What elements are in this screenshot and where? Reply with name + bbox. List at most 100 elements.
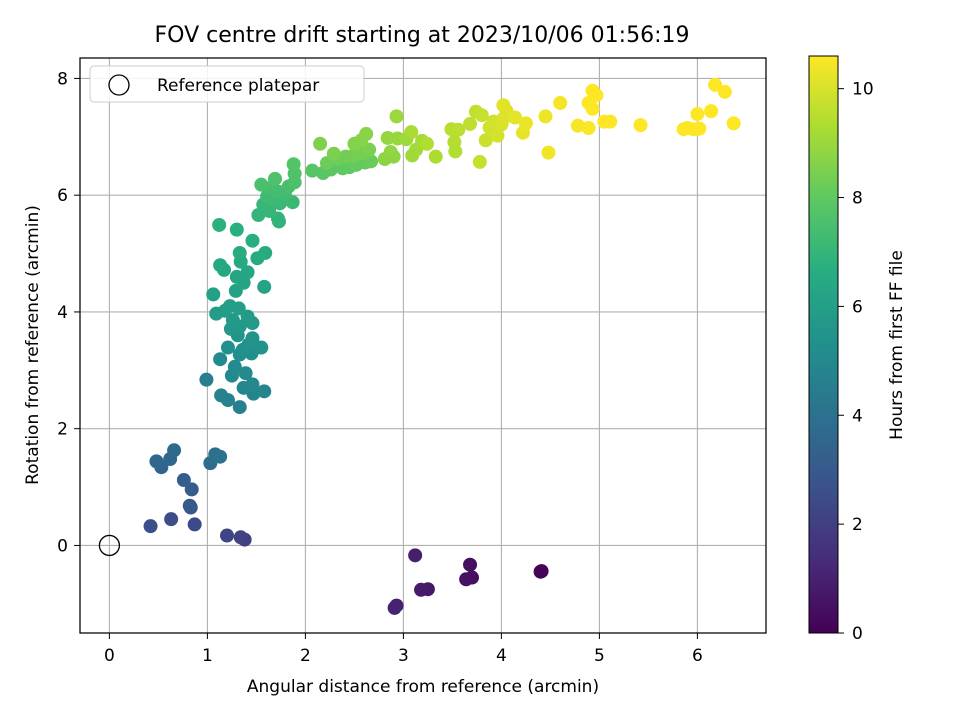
reference-point [98,534,121,557]
scatter-point [389,109,404,124]
y-axis-ticks: 0 2 4 6 8 [57,69,80,556]
scatter-point [690,107,705,122]
scatter-point [463,116,478,131]
scatter-point [213,258,228,273]
scatter-point [251,208,266,223]
scatter-point [490,128,505,143]
scatter-point [717,84,732,99]
scatter-point [220,340,235,355]
scatter-point [149,454,164,469]
scatter-point [212,217,227,232]
scatter-point [419,136,434,151]
scatter-point [362,142,377,157]
scatter-point [508,110,523,125]
scatter-point [214,388,229,403]
scatter-point [254,177,269,192]
scatter-point [222,299,237,314]
y-tick-label: 4 [57,303,68,323]
x-tick-label: 4 [496,646,507,666]
scatter-point [220,528,234,543]
y-axis-label: Rotation from reference (arcmin) [23,205,43,485]
scatter-point [213,449,228,464]
scatter-point [581,121,596,136]
scatter-point [187,517,202,532]
reference-marker [98,534,121,557]
x-axis-ticks: 0 1 2 3 4 5 6 [104,633,703,666]
scatter-point [404,125,419,140]
x-tick-label: 3 [398,646,409,666]
scatter-point [240,309,255,324]
legend-label: Reference platepar [157,76,319,96]
scatter-point [238,366,253,381]
scatter-point [553,95,568,110]
scatter-point [206,287,221,302]
scatter-point [229,222,244,237]
scatter-point [258,245,273,260]
x-tick-label: 0 [104,646,115,666]
scatter-point [692,121,707,136]
scatter-point [268,171,283,186]
y-tick-label: 6 [57,186,68,206]
colorbar [808,55,839,634]
scatter-point [233,530,248,545]
scatter-point [704,104,719,119]
scatter-point [184,482,199,497]
scatter-point [496,98,511,113]
x-tick-label: 6 [692,646,703,666]
scatter-point [245,331,260,346]
scatter-point [359,126,374,141]
scatter-point [167,443,182,458]
scatter-point [414,582,429,597]
scatter-point [213,352,228,367]
scatter-point [463,557,478,572]
scatter-point [585,101,600,116]
scatter-point [286,157,301,172]
scatter-point [518,116,533,131]
data-points [143,77,741,615]
scatter-point [459,572,474,587]
y-tick-label: 0 [57,536,68,556]
scatter-point [387,600,402,615]
scatter-point [408,548,423,563]
scatter-point [472,154,487,169]
scatter-point [541,145,556,160]
colorbar-tick-label: 8 [852,189,863,209]
scatter-point [232,400,247,415]
scatter-point [240,265,255,280]
scatter-point [232,245,247,260]
scatter-point [182,498,197,513]
colorbar-ticks: 0 2 4 6 8 10 [838,80,874,644]
legend-box [89,65,365,103]
scatter-point [603,114,618,129]
grid-lines [80,58,766,633]
legend: Reference platepar [89,65,365,103]
x-tick-label: 1 [202,646,213,666]
scatter-point [451,122,466,137]
scatter-point [538,109,553,124]
scatter-point [364,154,379,169]
scatter-point [199,372,214,387]
colorbar-tick-label: 0 [852,624,863,644]
scatter-point [589,88,604,103]
scatter-point [383,144,398,159]
colorbar-tick-label: 6 [852,297,863,317]
scatter-point [478,133,493,148]
colorbar-label: Hours from first FF file [887,250,907,440]
scatter-point [313,136,328,151]
scatter-point [305,163,320,178]
scatter-point [229,269,244,284]
legend-marker-icon [108,74,130,96]
scatter-point [257,384,272,399]
scatter-point [227,359,242,374]
scatter-point [474,108,489,123]
scatter-point [225,313,240,328]
y-tick-label: 8 [57,69,68,89]
scatter-point [534,564,549,579]
colorbar-tick-label: 4 [852,406,863,426]
scatter-point [447,135,462,150]
scatter-point [254,340,269,355]
scatter-point [257,279,272,294]
scatter-point [633,118,648,133]
chart-title: FOV centre drift starting at 2023/10/06 … [155,23,690,48]
